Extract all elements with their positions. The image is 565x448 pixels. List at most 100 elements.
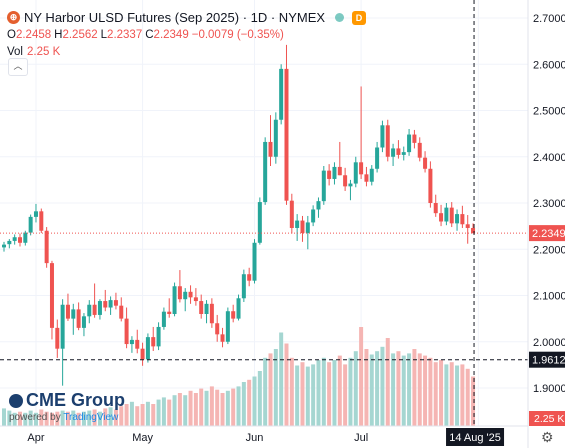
candle-body (241, 274, 246, 299)
time-axis: AprMayJunJulAug14 Aug '25 (0, 425, 528, 446)
volume-bar (156, 399, 161, 426)
symbol-title[interactable]: NY Harbor ULSD Futures (Sep 2025) · 1D ·… (24, 10, 326, 25)
gear-icon[interactable]: ⚙ (541, 429, 554, 445)
candlesticks (2, 44, 476, 386)
volume-bar (385, 338, 390, 426)
volume-bar (55, 411, 60, 426)
candle-body (359, 162, 364, 175)
volume-bar (97, 411, 102, 426)
price-tick-label: 2.3000 (533, 198, 565, 210)
volume-bar (375, 351, 380, 426)
volume-bar (135, 406, 140, 426)
price-tick-label: 2.7000 (533, 13, 565, 25)
volume-bar (183, 395, 188, 426)
volume-bar (332, 360, 337, 426)
volume-bar (337, 355, 342, 426)
volume-bar (140, 404, 145, 426)
candle-body (135, 339, 140, 349)
candle-body (39, 211, 44, 231)
candle-body (391, 148, 396, 157)
volume-bar (49, 412, 54, 426)
candle-body (199, 301, 204, 314)
crosshair-price-label: 1.9612 (532, 355, 565, 367)
candle-body (119, 305, 124, 319)
ohlc-change: −0.0079 (−0.35%) (191, 28, 284, 41)
volume-label: Vol (7, 45, 23, 58)
collapse-legend-button[interactable]: ︿ (8, 58, 28, 76)
candle-body (193, 297, 198, 302)
candle-body (177, 286, 182, 300)
volume-bar (449, 362, 454, 426)
exchange-logo-icon: ⊕ (7, 11, 20, 24)
volume-bar (380, 346, 385, 426)
candle-body (65, 304, 70, 319)
ohlc-value-c: 2.2349 (153, 28, 189, 41)
tradingview-link[interactable]: TradingView (63, 412, 119, 423)
candle-body (71, 309, 76, 319)
candle-body (87, 304, 92, 317)
volume-bar (305, 366, 310, 426)
volume-bar (401, 355, 406, 426)
powered-by-text: powered by (9, 412, 61, 423)
volume-bar (407, 353, 412, 426)
price-tick-label: 1.9000 (533, 383, 565, 395)
ohlc-key-h: H (54, 28, 63, 41)
current-price-tag (529, 225, 565, 242)
candle-body (364, 174, 369, 182)
volume-bar (321, 357, 326, 426)
volume-bar (369, 354, 374, 426)
candle-body (401, 152, 406, 155)
candle-body (49, 263, 54, 328)
volume-bar (316, 360, 321, 426)
volume-bar (199, 388, 204, 426)
volume-bar (28, 410, 33, 426)
volume-bars (2, 327, 476, 426)
candle-body (396, 148, 401, 155)
volume-bar (209, 386, 214, 426)
candle-body (348, 183, 353, 187)
volume-bar (433, 362, 438, 426)
volume-bar (359, 327, 364, 426)
candle-body (76, 309, 81, 328)
candle-body (449, 207, 454, 224)
candle-body (332, 166, 337, 179)
candle-body (209, 303, 214, 324)
ohlc-value-h: 2.2562 (62, 28, 98, 41)
candle-body (92, 304, 97, 315)
candle-body (220, 334, 225, 342)
candle-body (327, 170, 332, 179)
crosshair-price-tag (529, 351, 565, 368)
price-tick-label: 2.6000 (533, 59, 565, 71)
volume-bar (17, 411, 22, 426)
candle-body (353, 162, 358, 184)
time-tick-label: May (132, 432, 153, 444)
candle-body (188, 291, 193, 298)
candle-body (7, 240, 12, 245)
volume-bar (60, 410, 65, 426)
logo-brand: CME Group (26, 390, 125, 410)
candle-body (113, 300, 118, 306)
volume-bar (65, 411, 70, 426)
volume-bar (103, 408, 108, 426)
volume-tag (529, 411, 565, 426)
cme-globe-icon (9, 393, 23, 408)
volume-bar (343, 364, 348, 426)
price-tick-label: 2.0000 (533, 337, 565, 349)
volume-bar (396, 351, 401, 426)
volume-bar (327, 362, 332, 426)
volume-bar (439, 360, 444, 426)
volume-bar (428, 357, 433, 426)
candle-body (433, 203, 438, 214)
candle-body (263, 141, 268, 203)
volume-bar (412, 349, 417, 426)
volume-bar (172, 395, 177, 426)
candle-body (167, 311, 172, 314)
volume-bar (220, 393, 225, 426)
candle-body (316, 201, 321, 210)
candle-body (103, 301, 108, 308)
candle-body (311, 209, 316, 223)
volume-bar (215, 389, 220, 426)
candle-body (471, 227, 476, 234)
ohlc-key-o: O (7, 28, 16, 41)
